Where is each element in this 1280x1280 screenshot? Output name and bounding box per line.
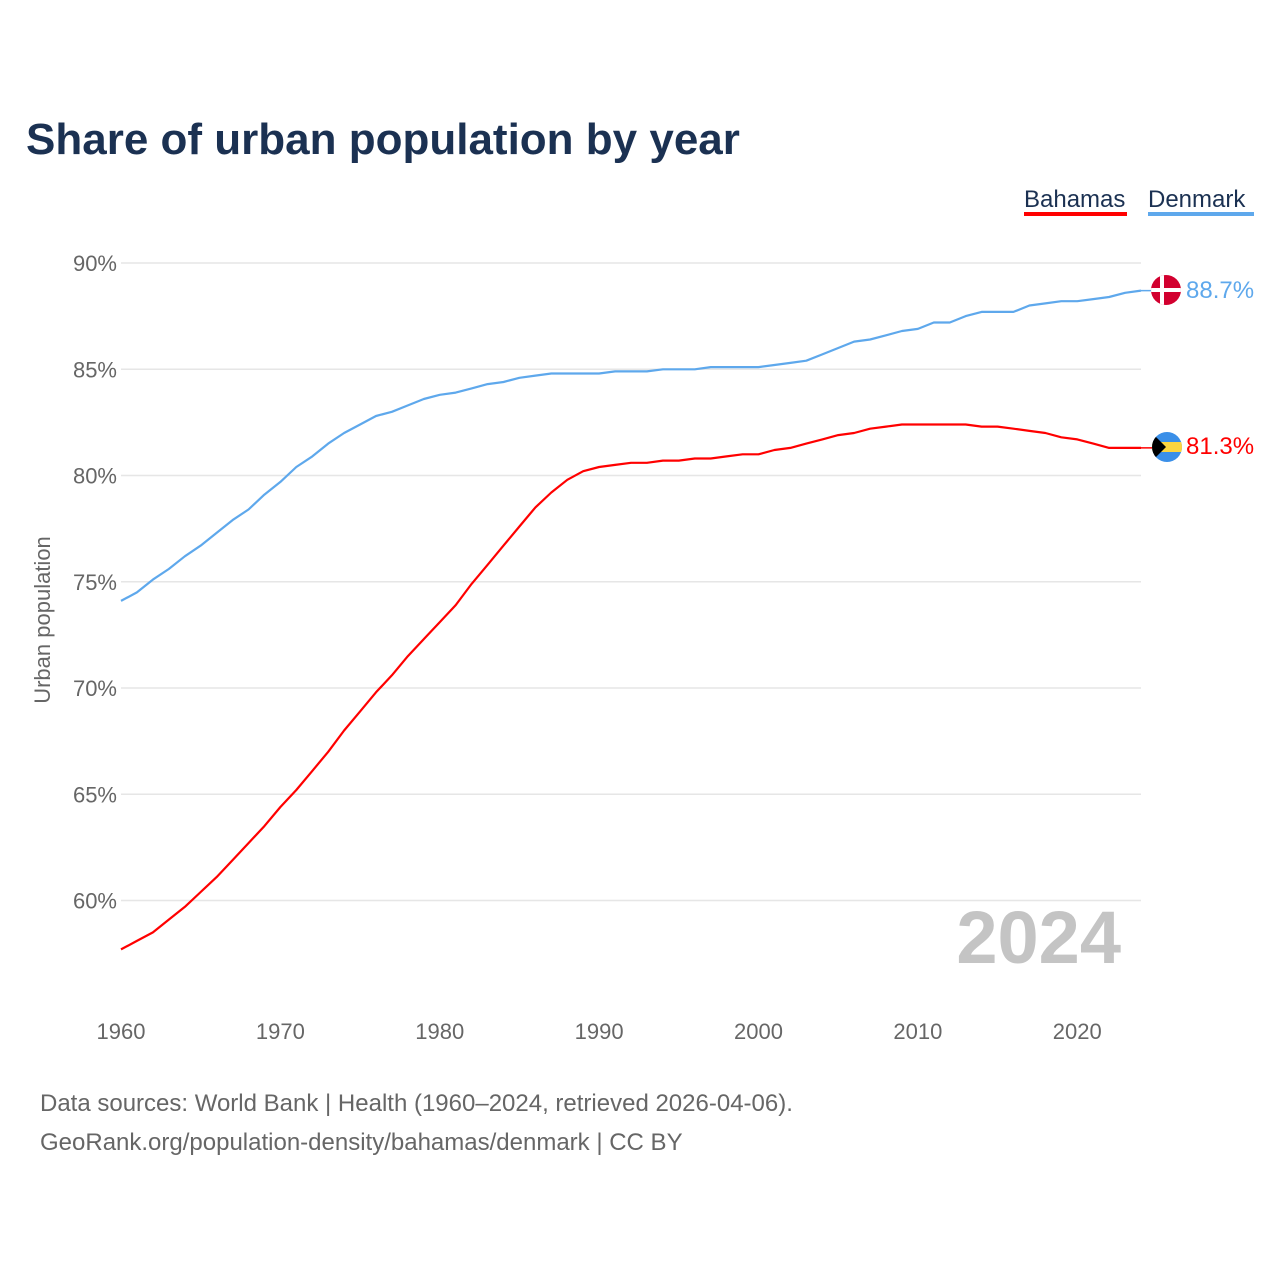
- x-tick-label: 2000: [734, 1019, 783, 1044]
- y-tick-label: 85%: [73, 357, 117, 382]
- y-tick-label: 60%: [73, 889, 117, 914]
- y-tick-label: 75%: [73, 570, 117, 595]
- denmark-flag-icon: [1151, 275, 1181, 305]
- legend-item-bahamas[interactable]: Bahamas: [1024, 186, 1127, 216]
- year-watermark: 2024: [956, 896, 1121, 979]
- chart-title: Share of urban population by year: [26, 115, 740, 164]
- x-tick-label: 1990: [575, 1019, 624, 1044]
- y-tick-label: 90%: [73, 251, 117, 276]
- legend-swatch-denmark: [1148, 212, 1254, 216]
- x-tick-label: 1970: [256, 1019, 305, 1044]
- denmark-end-label: 88.7%: [1186, 277, 1254, 304]
- bahamas-flag-icon: [1152, 432, 1182, 462]
- x-axis-ticks: 1960 1970 1980 1990 2000 2010 2020: [97, 1019, 1102, 1044]
- x-tick-label: 2020: [1053, 1019, 1102, 1044]
- y-tick-label: 70%: [73, 676, 117, 701]
- series-lines: [120, 289, 1152, 951]
- legend-label-bahamas: Bahamas: [1024, 186, 1125, 213]
- series-line-bahamas: [120, 423, 1141, 951]
- x-tick-label: 2010: [893, 1019, 942, 1044]
- y-tick-label: 65%: [73, 782, 117, 807]
- series-line-denmark: [120, 289, 1142, 602]
- y-tick-label: 80%: [73, 464, 117, 489]
- footer-link[interactable]: GeoRank.org/population-density/bahamas/d…: [40, 1129, 683, 1156]
- y-axis-ticks: 60% 65% 70% 75% 80% 85% 90%: [73, 251, 117, 914]
- footer-sources: Data sources: World Bank | Health (1960–…: [40, 1090, 793, 1117]
- bahamas-end-label: 81.3%: [1186, 433, 1254, 460]
- legend-item-denmark[interactable]: Denmark: [1148, 186, 1254, 216]
- y-axis-label: Urban population: [30, 536, 55, 704]
- legend-swatch-bahamas: [1024, 212, 1127, 216]
- x-tick-label: 1980: [415, 1019, 464, 1044]
- legend: Bahamas Denmark: [1024, 186, 1254, 216]
- x-tick-label: 1960: [97, 1019, 146, 1044]
- legend-label-denmark: Denmark: [1148, 186, 1246, 213]
- gridlines: [121, 262, 1141, 902]
